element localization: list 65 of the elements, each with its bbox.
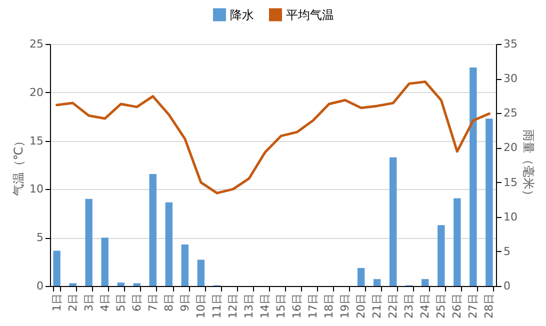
- x-tick-label: 23日: [402, 294, 416, 318]
- bar: [53, 250, 60, 286]
- bar: [85, 198, 92, 286]
- y2-tick-label: 30: [504, 72, 518, 86]
- y2-tick-label: 20: [504, 141, 518, 154]
- bar: [438, 225, 445, 286]
- x-tick-label: 24日: [418, 294, 432, 318]
- bar: [149, 174, 156, 286]
- y2-tick-label: 35: [504, 38, 518, 50]
- x-tick-label: 13日: [242, 294, 256, 318]
- x-tick-label: 20日: [354, 294, 368, 318]
- x-tick-label: 15日: [274, 294, 288, 318]
- bar: [470, 68, 477, 286]
- bar: [101, 238, 108, 286]
- bar: [133, 283, 140, 286]
- x-tick-label: 14日: [258, 294, 272, 318]
- x-tick-label: 22日: [386, 294, 400, 318]
- y-tick-label: 5: [36, 231, 44, 244]
- y2-tick-label: 0: [504, 280, 510, 292]
- y-tick-label: 20: [30, 86, 44, 99]
- x-tick-label: 11日: [210, 294, 224, 318]
- y-tick-label: 15: [30, 134, 44, 148]
- x-tick-label: 2日: [66, 294, 80, 312]
- x-tick-label: 16日: [290, 294, 304, 318]
- x-tick-label: 28日: [482, 294, 496, 318]
- bar: [373, 279, 381, 286]
- x-tick-label: 3日: [82, 294, 96, 312]
- y-tick-label: 0: [36, 280, 44, 292]
- x-tick-label: 9日: [178, 294, 192, 312]
- y-axis-title: 气温（℃）: [12, 134, 26, 196]
- x-tick-label: 17日: [306, 294, 320, 318]
- y-tick-label: 25: [30, 38, 44, 50]
- x-tick-label: 27日: [466, 294, 480, 318]
- x-tick-label: 8日: [162, 294, 176, 312]
- x-tick-label: 10日: [194, 294, 208, 318]
- legend-label: 降水: [230, 8, 254, 22]
- bar: [117, 282, 124, 286]
- line-series: [56, 80, 490, 194]
- x-tick-label: 19日: [338, 294, 352, 318]
- bar: [454, 198, 461, 286]
- bar: [69, 283, 76, 286]
- bar: [390, 157, 397, 286]
- bar: [197, 260, 205, 286]
- bar: [422, 279, 429, 286]
- bar: [181, 244, 189, 286]
- x-tick-label: 6日: [130, 294, 144, 312]
- x-tick-label: 7日: [146, 294, 160, 312]
- legend-label: 平均气温: [286, 8, 334, 22]
- x-tick-label: 18日: [322, 294, 336, 318]
- x-tick-label: 26日: [450, 294, 464, 318]
- bar: [357, 268, 365, 286]
- y2-tick-label: 25: [504, 106, 518, 120]
- x-tick-label: 4日: [98, 294, 112, 312]
- y-tick-label: 10: [30, 182, 44, 196]
- y2-axis-title: 雨量（毫米）: [521, 130, 536, 202]
- x-tick-label: 12日: [226, 294, 240, 318]
- y2-tick-label: 10: [504, 210, 518, 224]
- y2-tick-label: 15: [504, 176, 518, 189]
- x-tick-label: 1日: [50, 294, 64, 312]
- y2-tick-label: 5: [504, 244, 510, 258]
- x-tick-label: 21日: [370, 294, 384, 318]
- x-tick-label: 5日: [114, 294, 128, 312]
- bar: [165, 202, 173, 286]
- bar: [486, 118, 493, 286]
- x-tick-label: 25日: [434, 294, 448, 318]
